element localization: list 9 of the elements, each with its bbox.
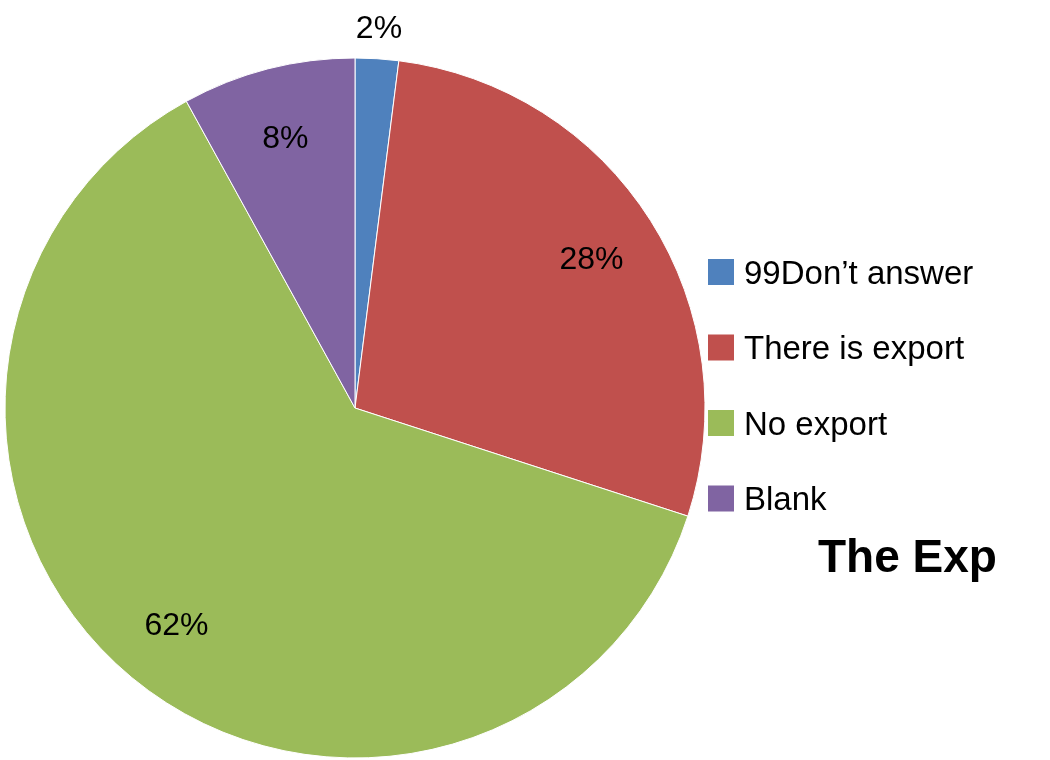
data-label: 62%	[144, 605, 209, 642]
text: The Exp	[818, 530, 997, 582]
legend-label: 99Don’t answer	[744, 253, 974, 291]
data-label: 2%	[355, 9, 403, 46]
legend-label: No export	[744, 404, 888, 442]
data-label: 8%	[262, 119, 309, 155]
data-label: 28%	[559, 240, 624, 277]
legend-label: There is export	[744, 329, 965, 367]
legend-label: Blank	[744, 480, 828, 518]
